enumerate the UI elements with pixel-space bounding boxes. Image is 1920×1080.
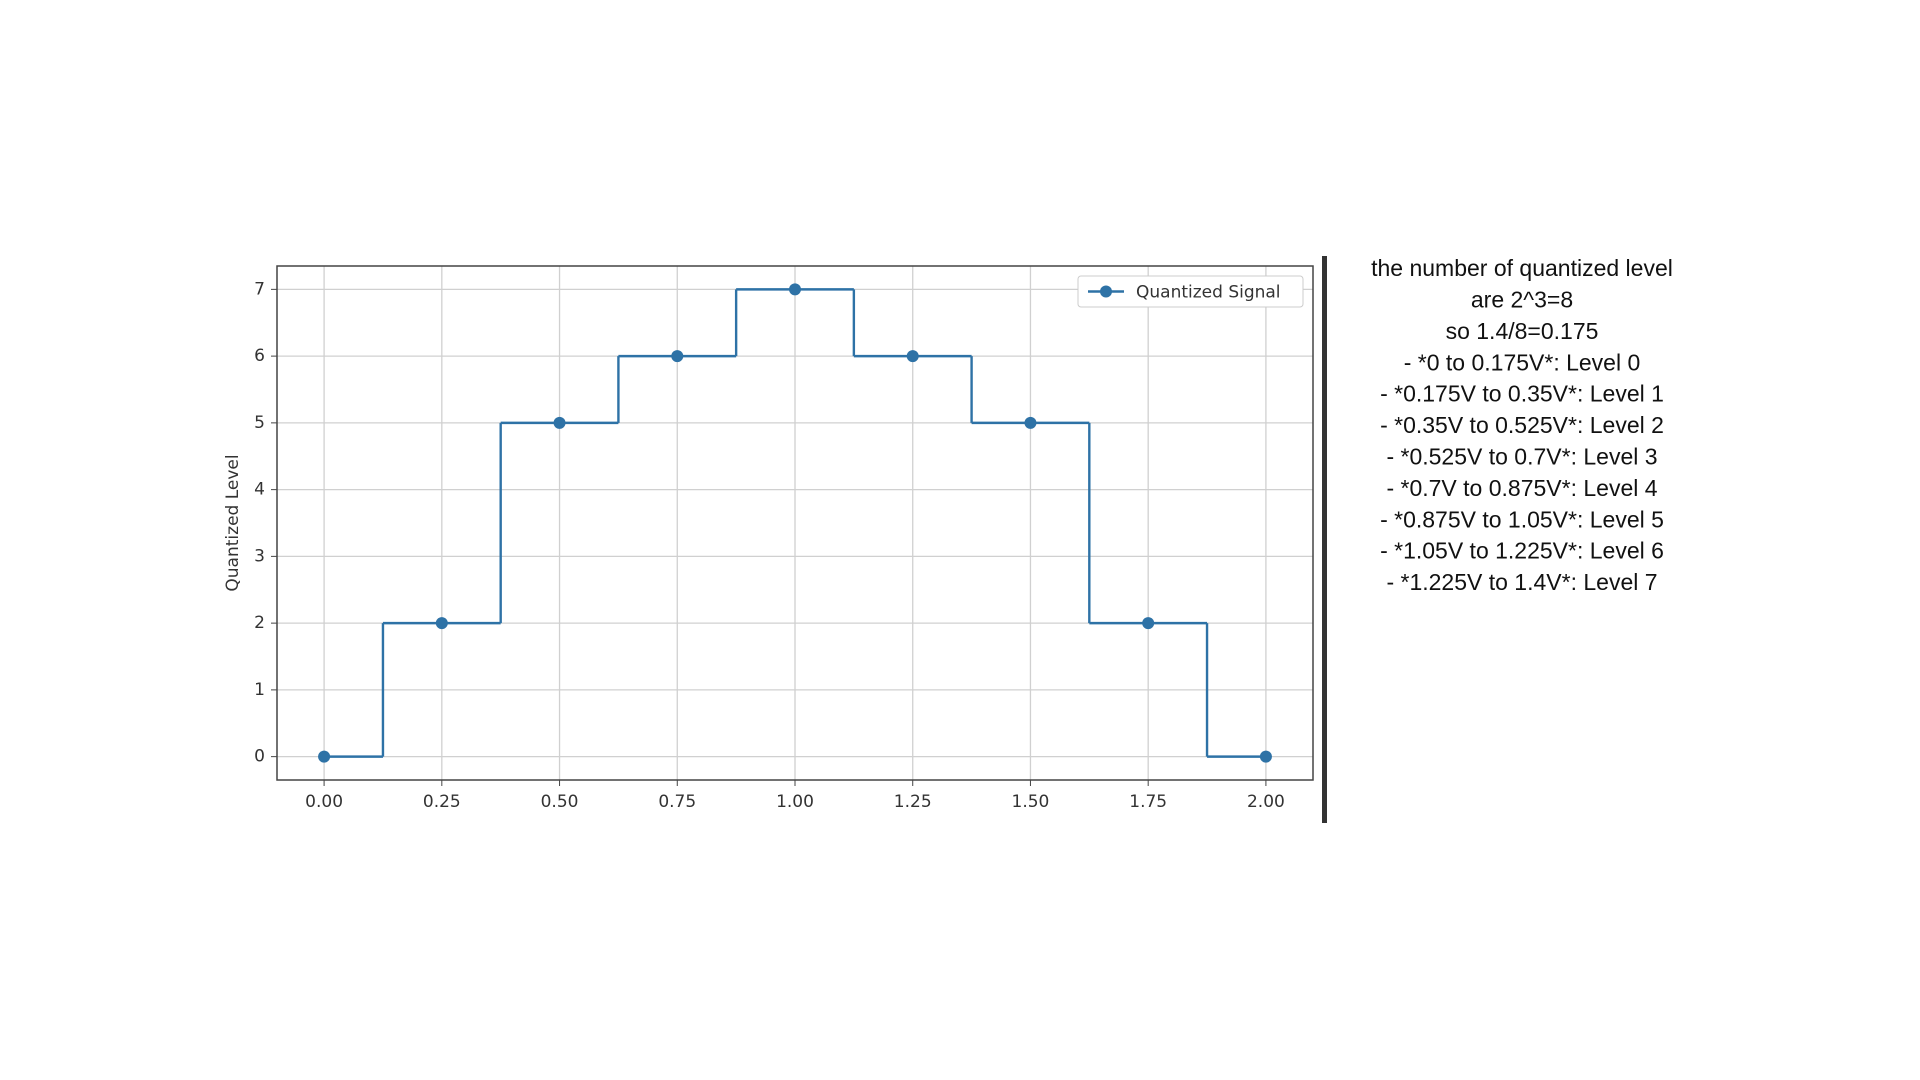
note-line: are 2^3=8 [1471, 286, 1573, 312]
x-tick-label: 0.00 [305, 792, 343, 812]
marker [1142, 617, 1155, 630]
legend-box [1077, 275, 1304, 308]
note-line: - *1.225V to 1.4V*: Level 7 [1386, 569, 1657, 595]
marker [1024, 416, 1037, 429]
legend-label: Quantized Signal [1136, 283, 1281, 303]
y-tick-label: 7 [254, 279, 265, 299]
note-line: - *1.05V to 1.225V*: Level 6 [1380, 538, 1664, 564]
y-tick-label: 1 [254, 680, 265, 700]
note-line: - *0.35V to 0.525V*: Level 2 [1380, 412, 1664, 438]
y-tick-label: 0 [254, 747, 265, 767]
note-line: - *0.875V to 1.05V*: Level 5 [1380, 506, 1664, 532]
marker [553, 416, 566, 429]
marker [789, 283, 801, 296]
y-tick-label: 5 [254, 413, 265, 433]
x-tick-label: 1.25 [894, 792, 932, 812]
x-tick-label: 2.00 [1247, 792, 1285, 812]
marker [906, 350, 919, 363]
y-tick-label: 4 [254, 480, 265, 500]
plot-frame [276, 265, 1314, 781]
note-line: - *0.525V to 0.7V*: Level 3 [1386, 443, 1657, 469]
note-line: - *0.175V to 0.35V*: Level 1 [1380, 381, 1664, 407]
x-tick-label: 0.75 [658, 792, 696, 812]
x-tick-label: 0.25 [423, 792, 461, 812]
marker [318, 750, 331, 763]
x-tick-label: 1.00 [776, 792, 814, 812]
marker [1259, 750, 1272, 763]
note-line: so 1.4/8=0.175 [1446, 318, 1599, 344]
marker [435, 617, 448, 630]
y-tick-label: 6 [254, 346, 265, 366]
divider [1322, 256, 1327, 823]
y-tick-label: 3 [254, 546, 265, 566]
legend-marker [1100, 285, 1112, 298]
x-tick-label: 1.50 [1012, 792, 1050, 812]
note-line: - *0.7V to 0.875V*: Level 4 [1386, 475, 1657, 501]
x-tick-label: 1.75 [1129, 792, 1167, 812]
note-line: - *0 to 0.175V*: Level 0 [1404, 349, 1641, 375]
y-tick-label: 2 [254, 613, 265, 633]
x-tick-label: 0.50 [541, 792, 579, 812]
y-axis-label: Quantized Level [223, 454, 243, 591]
marker [671, 350, 684, 363]
note-line: the number of quantized level [1371, 255, 1673, 281]
